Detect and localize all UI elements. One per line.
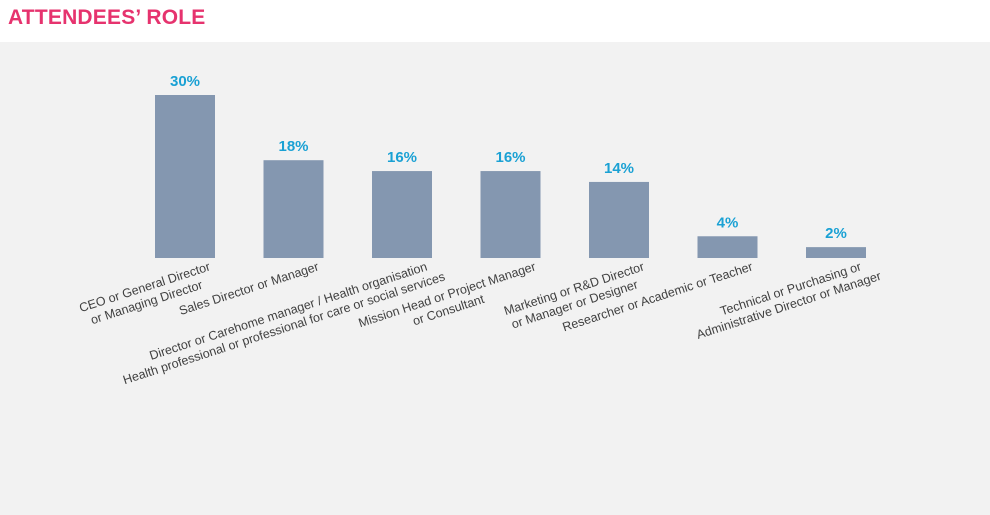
page-title: ATTENDEES’ ROLE — [8, 6, 206, 29]
bar-value-label: 16% — [495, 149, 525, 166]
category-tick-label: Technical or Purchasing orAdministrative… — [695, 260, 883, 342]
bar-6 — [697, 236, 758, 258]
bar-value-label: 14% — [604, 160, 634, 177]
bar-value-label: 4% — [717, 214, 739, 231]
bar-value-label: 30% — [170, 73, 200, 90]
bar-value-label: 18% — [278, 138, 308, 155]
bar-7 — [806, 247, 866, 258]
bar-3 — [372, 171, 432, 258]
chart-panel: 30% CEO or General Director or Managing Di… — [0, 42, 990, 515]
bar-value-label: 2% — [825, 225, 847, 242]
bar-4 — [480, 171, 541, 258]
bar-1 — [155, 95, 215, 258]
bar-2 — [263, 160, 324, 258]
bar-value-label: 16% — [387, 149, 417, 166]
bar-5 — [589, 181, 649, 258]
